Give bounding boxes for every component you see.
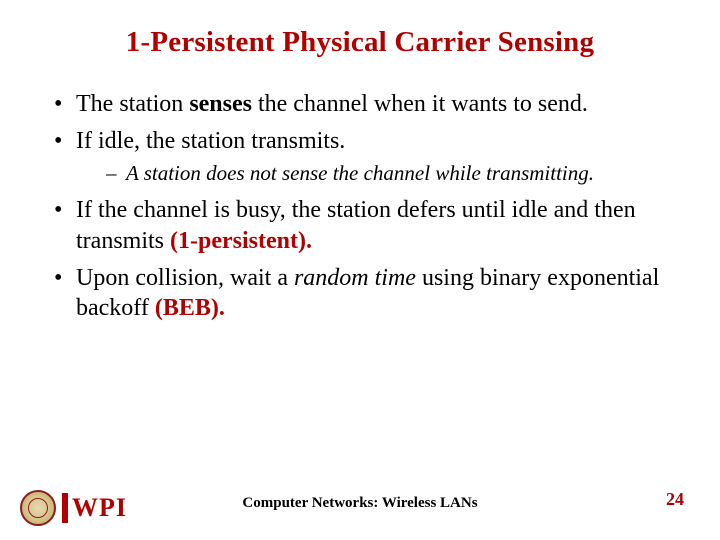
bullet-4-ital: random time (294, 265, 416, 291)
bullet-3: If the channel is busy, the station defe… (54, 195, 684, 256)
page-number: 24 (666, 489, 684, 510)
bullet-4: Upon collision, wait a random time using… (54, 263, 684, 324)
bullet-4-pre: Upon collision, wait a (76, 265, 294, 291)
bullet-list: The station senses the channel when it w… (54, 89, 684, 324)
wpi-wordmark: WPI (62, 493, 127, 523)
bullet-1-post: the channel when it wants to send. (252, 91, 588, 117)
bullet-1-bold: senses (189, 91, 252, 117)
sub-bullet-list: A station does not sense the channel whi… (106, 160, 684, 187)
bullet-2-text: If idle, the station transmits. (76, 128, 345, 154)
slide-title: 1-Persistent Physical Carrier Sensing (36, 26, 684, 59)
bullet-1-pre: The station (76, 91, 189, 117)
bullet-3-pre: If the channel is busy, the station defe… (76, 197, 636, 254)
bullet-2: If idle, the station transmits. A statio… (54, 126, 684, 188)
bullet-1: The station senses the channel when it w… (54, 89, 684, 120)
bullet-3-accent: (1-persistent). (170, 228, 312, 254)
bullet-4-accent: (BEB). (155, 295, 225, 321)
sub-bullet-1: A station does not sense the channel whi… (106, 160, 684, 187)
wpi-seal-icon (20, 490, 56, 526)
slide: 1-Persistent Physical Carrier Sensing Th… (0, 0, 720, 540)
wpi-bar-icon (62, 493, 68, 523)
wpi-logo: WPI (20, 490, 127, 526)
wpi-text: WPI (72, 493, 127, 523)
